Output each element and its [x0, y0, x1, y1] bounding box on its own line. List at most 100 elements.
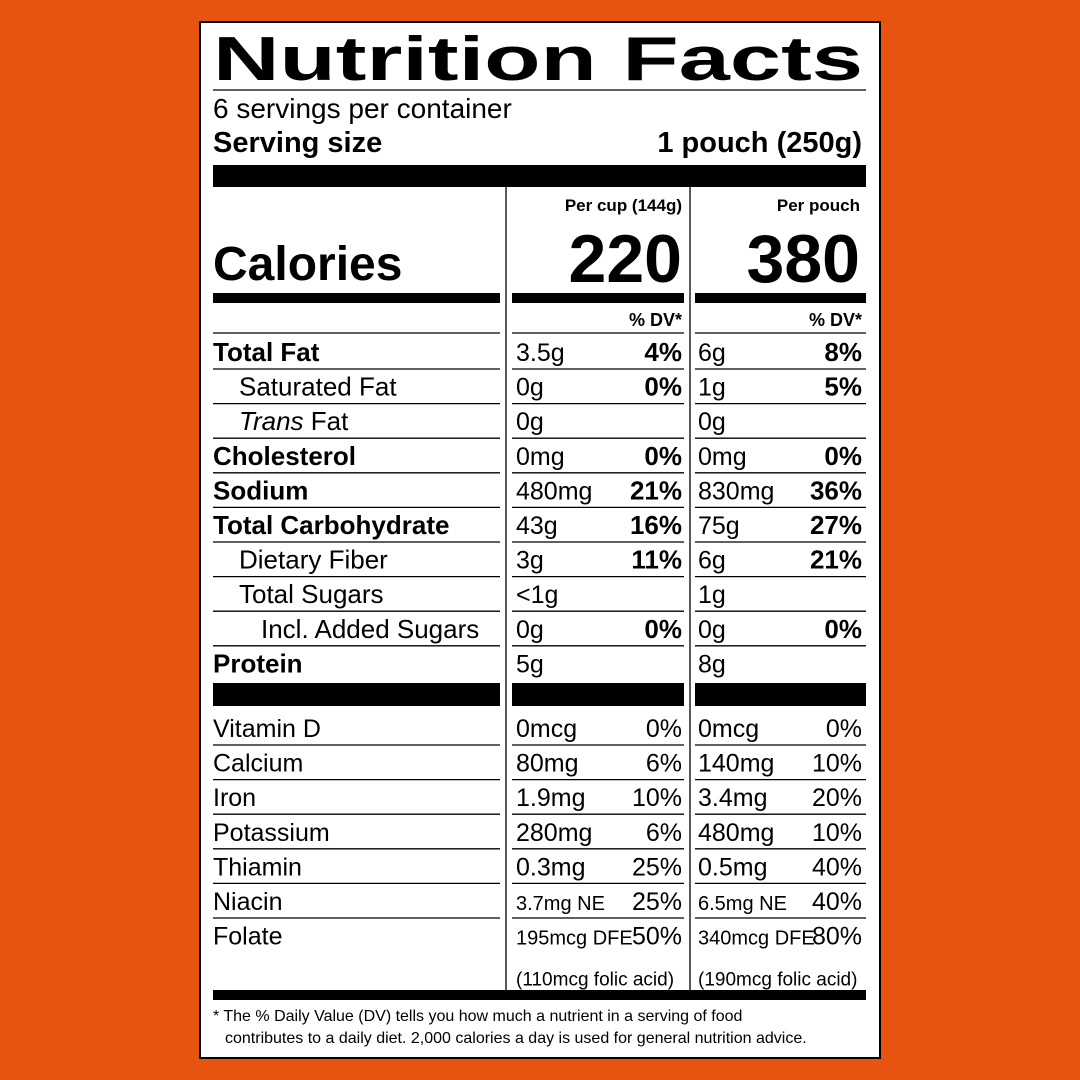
amount: 0g — [516, 616, 544, 644]
vitamin-name: Calcium — [213, 750, 303, 778]
vitamin-name: Potassium — [213, 819, 330, 847]
dv-header: % DV* — [629, 310, 682, 330]
vitamin-name: Folate — [213, 923, 282, 951]
daily-value: 0% — [644, 614, 682, 644]
nutrient-name-text: Cholesterol — [213, 441, 356, 471]
daily-value: 25% — [632, 888, 682, 916]
thick-bar — [512, 683, 684, 706]
nutrient-name-text: Sodium — [213, 475, 308, 505]
title: Nutrition Facts — [213, 25, 863, 94]
daily-value: 6% — [646, 750, 682, 778]
footnote: contributes to a daily diet. 2,000 calor… — [225, 1030, 807, 1047]
daily-value: 80% — [812, 923, 862, 951]
amount: 6g — [698, 547, 726, 575]
amount: 75g — [698, 512, 740, 540]
amount: 140mg — [698, 750, 774, 778]
amount: 0mcg — [698, 715, 759, 743]
amount: 6g — [698, 339, 726, 367]
amount: 480mg — [516, 477, 592, 505]
nutrient-name: Total Sugars — [239, 579, 384, 609]
column-header: Per cup (144g) — [565, 196, 682, 215]
thick-bar — [512, 293, 684, 303]
amount: 0g — [698, 408, 726, 436]
amount: 1g — [698, 581, 726, 609]
daily-value: 40% — [812, 853, 862, 881]
vitamin-name: Iron — [213, 784, 256, 812]
nutrient-name: Trans Fat — [239, 406, 349, 436]
daily-value: 0% — [646, 715, 682, 743]
amount: 0.3mg — [516, 853, 585, 881]
daily-value: 10% — [632, 784, 682, 812]
amount: 8g — [698, 650, 726, 678]
amount: 6.5mg NE — [698, 893, 787, 915]
calories-label: Calories — [213, 238, 402, 291]
nutrient-name-text: Total Carbohydrate — [213, 510, 449, 540]
nutrient-name: Total Carbohydrate — [213, 510, 449, 540]
amount: 830mg — [698, 477, 774, 505]
thick-bar — [213, 683, 500, 706]
amount: 480mg — [698, 819, 774, 847]
amount: 340mcg DFE — [698, 928, 815, 950]
amount: 3.4mg — [698, 784, 767, 812]
serving-size-value: 1 pouch (250g) — [657, 127, 862, 159]
vitamin-name: Vitamin D — [213, 715, 321, 743]
nutrient-name-text: Dietary Fiber — [239, 545, 388, 575]
thick-bar — [213, 990, 866, 1000]
daily-value: 0% — [826, 715, 862, 743]
daily-value: 0% — [824, 441, 862, 471]
nutrient-name-text: Saturated Fat — [239, 372, 397, 402]
daily-value: 5% — [824, 372, 862, 402]
servings: 6 servings per container — [213, 93, 512, 124]
nutrient-name: Total Fat — [213, 337, 320, 367]
daily-value: 0% — [644, 372, 682, 402]
amount: 3.5g — [516, 339, 565, 367]
nutrient-name-text: Incl. Added Sugars — [261, 614, 479, 644]
amount-note: (190mcg folic acid) — [698, 970, 857, 991]
nutrient-name-text: Total Sugars — [239, 579, 384, 609]
daily-value: 0% — [644, 441, 682, 471]
amount: 0.5mg — [698, 853, 767, 881]
nutrient-name-text: Protein — [213, 648, 303, 678]
dv-header: % DV* — [809, 310, 862, 330]
daily-value: 10% — [812, 819, 862, 847]
daily-value: 21% — [810, 545, 862, 575]
thick-bar — [213, 293, 500, 303]
thick-bar — [695, 293, 866, 303]
serving-size-label: Serving size — [213, 127, 382, 159]
amount: 5g — [516, 650, 544, 678]
column-header: Per pouch — [777, 196, 860, 215]
vitamin-name: Niacin — [213, 888, 282, 916]
amount: 43g — [516, 512, 558, 540]
amount: 0g — [698, 616, 726, 644]
thick-bar — [695, 683, 866, 706]
daily-value: 0% — [824, 614, 862, 644]
label-panel — [199, 21, 881, 1059]
daily-value: 10% — [812, 750, 862, 778]
nutrient-name: Cholesterol — [213, 441, 356, 471]
calories-value: 380 — [747, 221, 860, 297]
thick-bar — [213, 165, 866, 187]
daily-value: 21% — [630, 475, 682, 505]
amount: 1g — [698, 374, 726, 402]
vitamin-name: Thiamin — [213, 853, 302, 881]
nutrient-name-italic: Trans — [239, 406, 304, 436]
amount: 80mg — [516, 750, 579, 778]
nutrient-name: Sodium — [213, 475, 308, 505]
amount-note: (110mcg folic acid) — [516, 970, 674, 991]
daily-value: 27% — [810, 510, 862, 540]
nutrient-name: Dietary Fiber — [239, 545, 388, 575]
daily-value: 4% — [644, 337, 682, 367]
nutrient-name: Protein — [213, 648, 303, 678]
nutrient-name: Saturated Fat — [239, 372, 397, 402]
amount: 0mcg — [516, 715, 577, 743]
nutrient-name-text: Total Fat — [213, 337, 320, 367]
amount: 280mg — [516, 819, 592, 847]
amount: 0g — [516, 408, 544, 436]
amount: 3g — [516, 547, 544, 575]
daily-value: 40% — [812, 888, 862, 916]
daily-value: 11% — [631, 545, 682, 575]
calories-value: 220 — [569, 221, 682, 297]
daily-value: 8% — [824, 337, 862, 367]
daily-value: 16% — [630, 510, 682, 540]
